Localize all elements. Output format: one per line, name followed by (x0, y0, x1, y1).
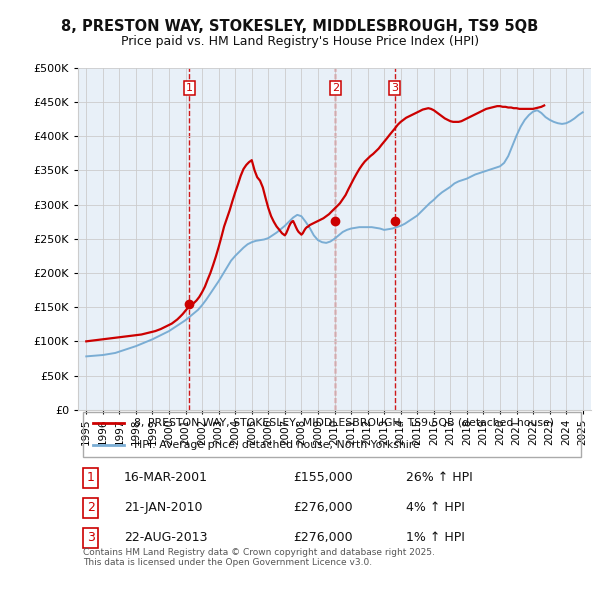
Text: 8, PRESTON WAY, STOKESLEY, MIDDLESBROUGH, TS9 5QB (detached house): 8, PRESTON WAY, STOKESLEY, MIDDLESBROUGH… (134, 418, 554, 428)
Text: 8, PRESTON WAY, STOKESLEY, MIDDLESBROUGH, TS9 5QB: 8, PRESTON WAY, STOKESLEY, MIDDLESBROUGH… (61, 19, 539, 34)
Text: 1: 1 (185, 83, 193, 93)
Text: 22-AUG-2013: 22-AUG-2013 (124, 531, 208, 544)
Text: 26% ↑ HPI: 26% ↑ HPI (406, 471, 473, 484)
Text: 16-MAR-2001: 16-MAR-2001 (124, 471, 208, 484)
Text: 3: 3 (87, 531, 95, 544)
Text: 21-JAN-2010: 21-JAN-2010 (124, 502, 203, 514)
Text: 1% ↑ HPI: 1% ↑ HPI (406, 531, 465, 544)
Text: Contains HM Land Registry data © Crown copyright and database right 2025.
This d: Contains HM Land Registry data © Crown c… (83, 548, 435, 568)
Text: 2: 2 (87, 502, 95, 514)
Text: 1: 1 (87, 471, 95, 484)
Text: 2: 2 (332, 83, 339, 93)
Text: £276,000: £276,000 (293, 502, 353, 514)
Text: Price paid vs. HM Land Registry's House Price Index (HPI): Price paid vs. HM Land Registry's House … (121, 35, 479, 48)
Text: £155,000: £155,000 (293, 471, 353, 484)
Text: HPI: Average price, detached house, North Yorkshire: HPI: Average price, detached house, Nort… (134, 440, 420, 450)
Text: £276,000: £276,000 (293, 531, 353, 544)
Text: 4% ↑ HPI: 4% ↑ HPI (406, 502, 465, 514)
Text: 3: 3 (391, 83, 398, 93)
